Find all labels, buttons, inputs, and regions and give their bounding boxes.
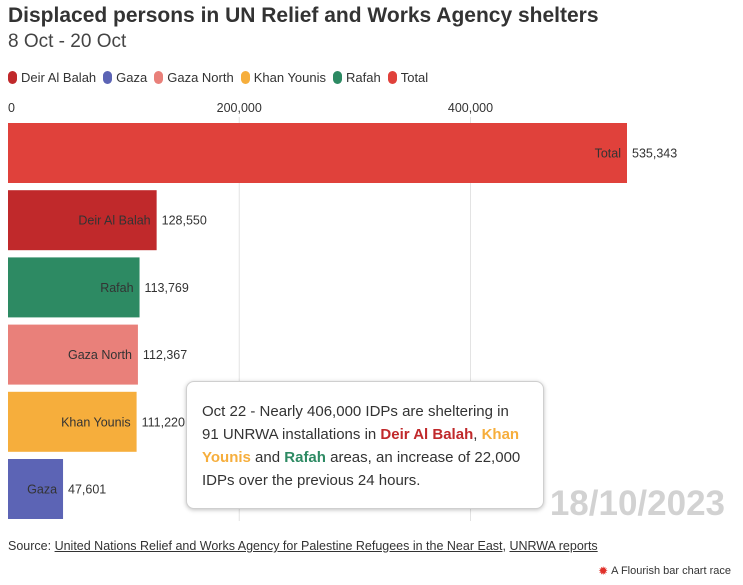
flourish-star-icon: ✹ — [598, 564, 609, 578]
bar-gaza — [8, 459, 64, 519]
legend-item-gaza-north[interactable]: Gaza North — [154, 69, 234, 85]
bar-value-label: 128,550 — [162, 214, 207, 228]
chart-subtitle: 8 Oct - 20 Oct — [8, 31, 127, 52]
date-label: 18/10/2023 — [549, 484, 725, 523]
bar-rafah — [8, 257, 140, 318]
bar-khan-younis — [8, 391, 137, 452]
legend-label: Gaza — [116, 69, 148, 85]
legend-swatch — [387, 70, 397, 84]
annotation-comma: , — [473, 426, 482, 443]
source-link-unrwa-full[interactable]: United Nations Relief and Works Agency f… — [54, 539, 503, 553]
bar-value-label: 113,769 — [145, 281, 189, 295]
bar-category-label: Rafah — [100, 281, 133, 295]
legend-swatch — [8, 70, 17, 84]
legend: Deir Al Balah Gaza Gaza North Khan Younis Ra… — [8, 69, 435, 85]
legend-swatch — [154, 70, 164, 84]
annotation-deir-al-balah: Deir Al Balah — [380, 426, 474, 443]
annotation-text-2: areas, an increase of 22,000 IDPs over t… — [202, 449, 521, 489]
x-tick-label: 400,000 — [448, 101, 493, 115]
annotation-khan-younis: Khan Younis — [202, 426, 520, 466]
annotation-text-1: Oct 22 - Nearly 406,000 IDPs are shelter… — [202, 403, 509, 443]
legend-item-rafah[interactable]: Rafah — [333, 70, 381, 85]
flourish-credit-label: A Flourish bar chart race — [611, 565, 731, 577]
bar-value-label: 111,220 — [142, 415, 185, 429]
annotation-rafah: Rafah — [284, 449, 326, 466]
bar-deir-al-balah — [8, 190, 157, 251]
legend-label: Gaza North — [167, 69, 234, 85]
legend-item-khan-younis[interactable]: Khan Younis — [240, 69, 327, 85]
bar-total — [8, 123, 627, 183]
legend-item-gaza[interactable]: Gaza — [103, 70, 147, 85]
bar-gaza-north — [8, 324, 138, 385]
legend-label: Total — [400, 69, 429, 85]
x-tick-label: 0 — [8, 101, 15, 115]
bar-category-label: Khan Younis — [61, 415, 131, 429]
legend-label: Khan Younis — [253, 69, 327, 85]
bar-value-label: 47,601 — [68, 483, 106, 497]
source-line: Source: United Nations Relief and Works … — [8, 539, 598, 553]
source-link-unrwa-reports[interactable]: UNRWA reports — [509, 539, 598, 553]
legend-swatch — [333, 70, 343, 84]
bar-category-label: Gaza North — [68, 348, 132, 362]
x-tick-label: 200,000 — [217, 101, 262, 115]
chart-title: Displaced persons in UN Relief and Works… — [8, 4, 599, 27]
annotation-box: Oct 22 - Nearly 406,000 IDPs are shelter… — [186, 381, 544, 509]
annotation-and: and — [250, 449, 285, 466]
bar-value-label: 535,343 — [632, 147, 677, 161]
source-separator: , — [502, 539, 510, 553]
flourish-credit[interactable]: ✹ A Flourish bar chart race — [598, 564, 731, 578]
legend-label: Deir Al Balah — [21, 69, 97, 85]
legend-swatch — [240, 70, 250, 84]
legend-swatch — [103, 70, 113, 84]
bar-category-label: Deir Al Balah — [78, 214, 150, 228]
bar-category-label: Gaza — [27, 483, 57, 497]
legend-item-total[interactable]: Total — [387, 69, 429, 85]
bar-category-label: Total — [595, 147, 621, 161]
legend-label: Rafah — [346, 69, 381, 85]
source-prefix: Source: — [8, 539, 55, 553]
legend-item-deir-al-balah[interactable]: Deir Al Balah — [8, 70, 96, 85]
bar-value-label: 112,367 — [143, 348, 187, 362]
